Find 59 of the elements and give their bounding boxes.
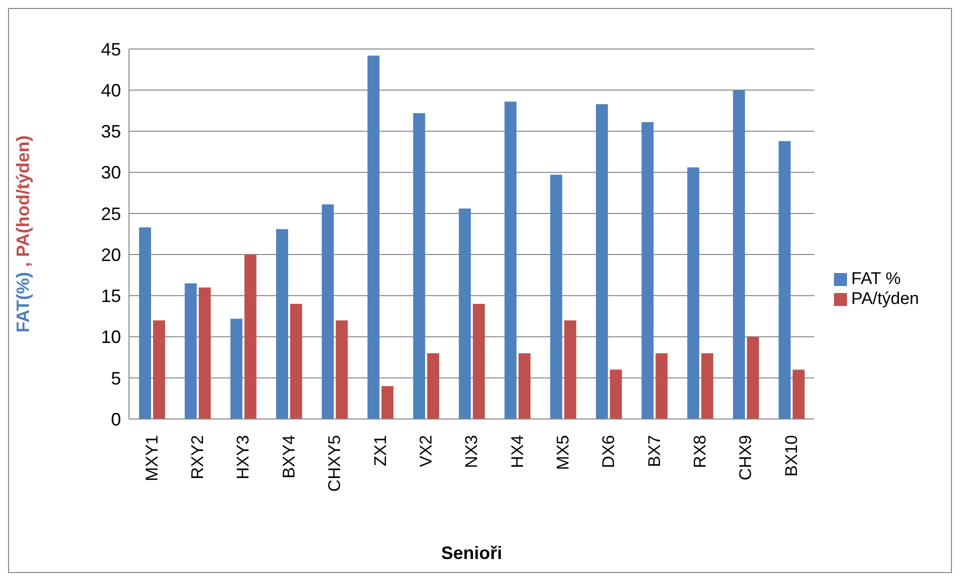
y-tick-label: 15	[100, 286, 121, 306]
x-tick-label: RX8	[690, 435, 710, 468]
x-tick-label: BX10	[782, 435, 801, 477]
bar	[504, 102, 517, 419]
y-tick-label: 0	[110, 409, 121, 430]
x-tick-label: RXY2	[188, 435, 208, 480]
x-tick-label: NX3	[462, 435, 482, 468]
x-tick-label: DX6	[599, 435, 618, 468]
bar	[413, 113, 426, 419]
bar	[322, 204, 334, 419]
x-tick-label: MXY1	[142, 435, 162, 482]
x-tick-label: CHXY5	[325, 435, 344, 492]
bar	[564, 320, 576, 419]
legend-label: FAT %	[851, 269, 901, 288]
y-tick-label: 20	[100, 244, 121, 265]
bar	[610, 370, 622, 419]
x-axis-title: Senioři	[441, 543, 502, 563]
bar	[458, 208, 471, 419]
bar	[427, 353, 440, 419]
bar	[184, 283, 197, 419]
x-tick-label: CHX9	[736, 435, 756, 480]
x-tick-label: HX4	[508, 435, 527, 468]
x-tick-label: ZX1	[370, 435, 390, 466]
y-tick-label: 45	[100, 39, 121, 60]
bar	[244, 254, 256, 419]
bar	[596, 104, 608, 419]
y-tick-label: 10	[100, 327, 121, 348]
bar	[472, 304, 485, 419]
bar	[656, 353, 668, 419]
bar	[198, 287, 211, 419]
bar	[701, 353, 714, 419]
x-tick-label: BXY4	[279, 435, 298, 478]
bar	[336, 320, 348, 419]
bar	[732, 90, 745, 419]
bar	[518, 353, 531, 419]
y-axis-title: FAT(%) , PA(hod/týden)	[13, 135, 33, 333]
bar	[367, 56, 380, 419]
x-tick-label: MX5	[554, 435, 572, 470]
bar	[746, 336, 759, 419]
bar	[230, 318, 242, 419]
y-tick-label: 25	[100, 204, 121, 224]
bar	[153, 320, 166, 419]
bar	[792, 370, 805, 419]
x-tick-label: VX2	[416, 435, 436, 468]
y-tick-label: 30	[100, 162, 121, 183]
bar	[139, 227, 152, 419]
bar	[381, 386, 394, 419]
y-tick-label: 40	[100, 80, 121, 100]
legend-label: PA/týden	[851, 289, 919, 308]
bar	[290, 304, 302, 419]
bar	[550, 174, 562, 419]
bar	[778, 141, 791, 419]
x-tick-label: HXY3	[234, 435, 253, 480]
bar	[687, 167, 700, 419]
bar	[642, 122, 654, 419]
x-tick-label: BX7	[644, 435, 664, 468]
bar	[276, 229, 288, 419]
y-tick-label: 5	[110, 368, 121, 388]
y-tick-label: 35	[100, 122, 121, 142]
